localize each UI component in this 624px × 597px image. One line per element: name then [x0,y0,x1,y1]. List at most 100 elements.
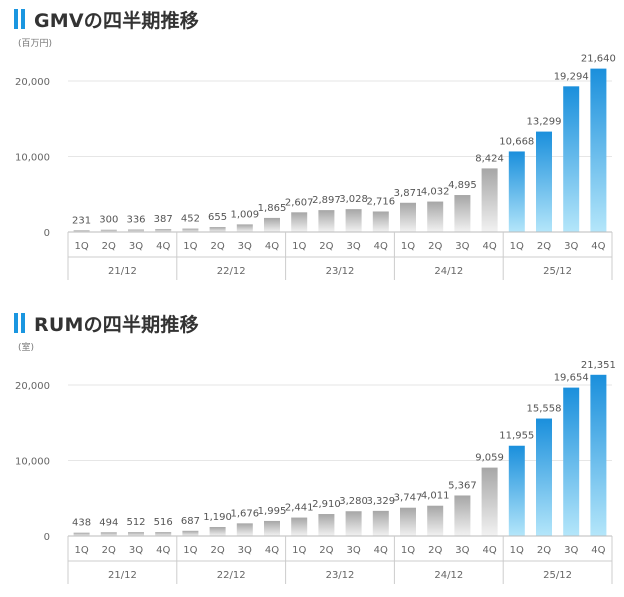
gmv-value-label: 336 [126,214,145,225]
gmv-bar [155,229,172,232]
rum-quarter-label: 4Q [374,545,388,556]
gmv-bar [73,230,90,232]
rum-value-label: 438 [72,518,91,529]
rum-bar [128,532,144,536]
gmv-bar [536,131,552,232]
gmv-value-label: 21,640 [581,54,616,65]
rum-year-label: 24/12 [434,570,463,581]
gmv-value-label: 1,865 [258,203,287,214]
gmv-bar-chart: 0 10,000 20,000 231 300 336 387 452 655 1,0091,86… [15,54,616,280]
gmv-value-label: 452 [181,214,200,225]
rum-bar [400,507,416,536]
rum-value-label: 512 [126,517,145,528]
gmv-quarter-label: 3Q [564,241,578,252]
gmv-quarter-label: 3Q [455,241,469,252]
rum-value-label: 687 [181,516,200,527]
gmv-quarter-label: 1Q [292,241,306,252]
title-accent-icon [14,9,25,29]
gmv-bar [291,212,308,232]
rum-quarter-label: 4Q [591,545,605,556]
title-accent-icon [14,313,25,333]
rum-value-label: 15,558 [527,404,562,415]
gmv-chart-title: GMVの四半期推移 [34,9,200,32]
gmv-bar [345,209,362,232]
gmv-value-label: 300 [99,215,118,226]
rum-value-label: 1,676 [230,508,259,519]
rum-chart-panel: RUMの四半期推移 (室) 0 10,000 20,000 438 494 512 516 6… [0,304,624,597]
rum-bar [100,532,117,536]
rum-quarter-label: 2Q [319,545,333,556]
gmv-quarter-label: 2Q [428,241,442,252]
gmv-quarter-label: 3Q [238,241,252,252]
gmv-quarter-label: 4Q [265,241,279,252]
rum-quarter-label: 3Q [238,545,252,556]
gmv-year-label: 21/12 [108,266,137,277]
rum-value-label: 2,910 [312,499,341,510]
rum-year-label: 22/12 [217,570,246,581]
gmv-bar [318,210,335,232]
rum-bar [155,532,172,536]
gmv-quarter-label: 4Q [482,241,496,252]
rum-bar [563,387,580,536]
rum-bar [536,418,552,536]
rum-year-label: 23/12 [326,570,355,581]
rum-quarter-label: 3Q [129,545,143,556]
gmv-bar [264,217,280,232]
rum-bar [590,374,607,536]
rum-chart-header: RUMの四半期推移 [14,310,199,336]
gmv-bar [454,195,471,232]
gmv-quarter-label: 2Q [102,241,116,252]
rum-value-label: 516 [154,517,173,528]
gmv-quarter-label: 1Q [74,241,88,252]
rum-unit-label: (室) [18,343,35,353]
gmv-quarter-label: 1Q [510,241,524,252]
gmv-year-label: 24/12 [434,266,463,277]
rum-quarter-label: 2Q [537,545,551,556]
rum-bar-chart: 0 10,000 20,000 438 494 512 516 687 1,1901,6761,… [15,360,616,584]
gmv-quarter-label: 3Q [129,241,143,252]
rum-quarter-label: 2Q [102,545,116,556]
gmv-bar [209,227,226,232]
rum-value-label: 9,059 [475,453,504,464]
rum-quarter-label: 1Q [510,545,524,556]
rum-bar [291,517,308,536]
rum-quarter-label: 4Q [156,545,170,556]
rum-bar [508,445,525,536]
gmv-bar [182,228,199,232]
gmv-value-label: 3,871 [394,188,423,199]
gmv-bar [508,151,525,232]
gmv-value-label: 4,895 [448,180,477,191]
rum-bar [481,467,498,536]
gmv-value-label: 2,607 [285,197,314,208]
rum-quarter-label: 1Q [183,545,197,556]
rum-bar [372,510,389,536]
rum-value-label: 4,011 [421,491,450,502]
rum-value-label: 2,441 [285,503,314,514]
rum-year-label: 25/12 [543,570,572,581]
gmv-bar [128,229,144,232]
gmv-bar [481,168,498,232]
rum-value-label: 1,995 [258,506,287,517]
rum-value-label: 11,955 [499,431,534,442]
gmv-quarter-label: 1Q [183,241,197,252]
gmv-y-tick-label: 20,000 [15,77,50,88]
rum-bar [182,530,199,536]
gmv-quarter-label: 2Q [210,241,224,252]
rum-bar [345,511,362,536]
gmv-quarter-label: 2Q [537,241,551,252]
rum-quarter-label: 1Q [292,545,306,556]
rum-y-tick-label: 0 [44,532,50,543]
gmv-year-label: 22/12 [217,266,246,277]
gmv-bar [236,224,253,232]
gmv-value-label: 2,897 [312,195,341,206]
rum-bar [427,505,444,536]
gmv-year-label: 25/12 [543,266,572,277]
rum-value-label: 494 [99,517,118,528]
rum-bar [73,532,90,536]
gmv-y-tick-label: 10,000 [15,153,50,164]
gmv-y-tick-label: 0 [44,228,50,239]
gmv-value-label: 655 [208,212,227,223]
gmv-chart-header: GMVの四半期推移 [14,6,199,32]
gmv-value-label: 19,294 [554,71,589,82]
gmv-quarter-label: 3Q [346,241,360,252]
